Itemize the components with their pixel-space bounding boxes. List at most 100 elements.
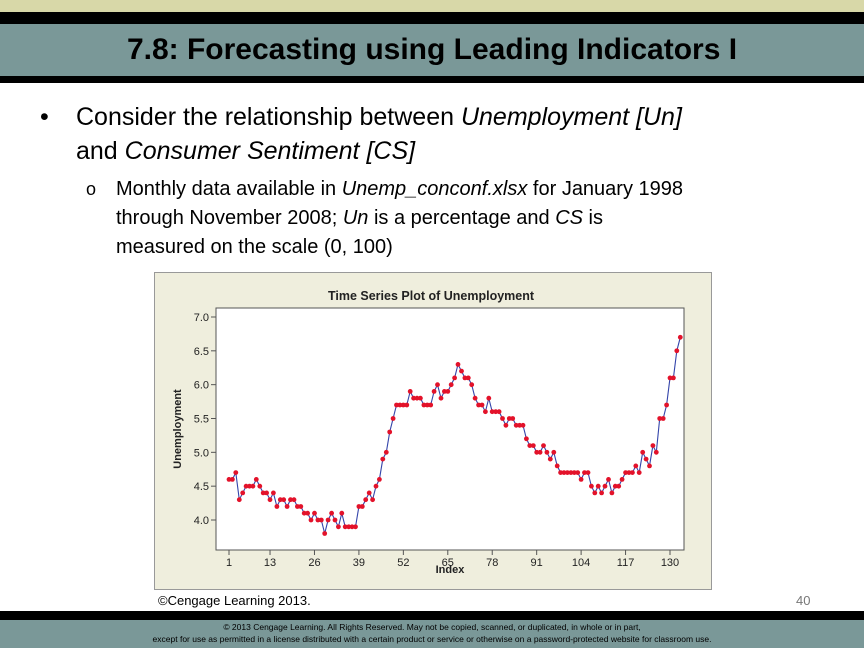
bullet1-text-1: Consider the relationship between (76, 103, 461, 131)
data-point (476, 402, 481, 408)
data-point (554, 463, 560, 469)
data-point (353, 524, 358, 530)
data-point (609, 490, 615, 496)
chart-title: Time Series Plot of Unemployment (328, 289, 535, 303)
data-point (589, 483, 594, 489)
data-point (510, 416, 516, 421)
slide-title: 7.8: Forecasting using Leading Indicator… (126, 33, 738, 66)
data-point (236, 497, 242, 503)
data-point (636, 470, 642, 475)
bottom-rule (0, 611, 864, 620)
data-point (616, 483, 622, 489)
data-point (322, 531, 328, 536)
data-point (640, 449, 646, 455)
data-point (489, 409, 495, 415)
data-point (383, 449, 389, 455)
data-point (619, 477, 625, 482)
footer-line-1: © 2013 Cengage Learning. All Rights Rese… (223, 622, 641, 632)
data-point (257, 483, 263, 489)
x-tick-label: 13 (264, 557, 276, 569)
data-point (438, 395, 444, 401)
data-point (424, 402, 430, 408)
data-point (267, 497, 273, 503)
data-point (660, 416, 666, 421)
data-point (435, 382, 440, 388)
data-point (459, 368, 464, 374)
data-point (295, 504, 300, 509)
credit-text: ©Cengage Learning 2013. (158, 593, 311, 608)
bullet2-text-4: through November 2008; (116, 207, 343, 229)
bullet1-text-3: and (76, 137, 125, 165)
data-point (643, 456, 649, 462)
data-point (667, 375, 673, 381)
data-point (657, 416, 663, 421)
data-point (664, 402, 669, 408)
data-point (400, 402, 406, 408)
data-point (602, 483, 608, 489)
data-point (595, 483, 601, 489)
data-point (575, 470, 581, 475)
data-point (544, 449, 550, 455)
data-point (332, 517, 338, 523)
data-point (582, 470, 587, 475)
data-point (520, 422, 526, 428)
data-point (469, 382, 475, 388)
bullet1-text-4: Consumer Sentiment [CS] (124, 137, 416, 165)
data-point (305, 510, 310, 516)
data-point (452, 375, 457, 381)
data-point (479, 402, 485, 408)
data-point (277, 497, 283, 503)
y-tick-label: 7.0 (194, 312, 209, 324)
data-point (418, 395, 423, 401)
data-point (496, 409, 502, 415)
data-point (281, 497, 287, 503)
data-point (298, 504, 304, 509)
data-point (465, 375, 471, 381)
data-point (346, 524, 352, 530)
data-point (264, 490, 269, 496)
data-point (380, 456, 386, 462)
x-axis-label: Index (436, 564, 466, 576)
data-point (250, 483, 256, 489)
bullet2-text-8: is (582, 207, 603, 229)
data-point (592, 490, 598, 496)
data-point (404, 402, 410, 408)
data-point (633, 463, 639, 469)
data-point (394, 402, 399, 408)
data-point (442, 389, 447, 394)
x-tick-label: 130 (661, 557, 679, 569)
axes: 1 13 26 39 52 65 78 91 104 117 130 4.0 4.5 5.0 5.5 6.0 6… (194, 312, 679, 569)
title-rule (0, 76, 864, 83)
data-point (407, 389, 413, 394)
data-point (677, 334, 683, 340)
x-tick-label: 52 (397, 557, 409, 569)
footer-bar (0, 620, 864, 648)
plot-area (215, 307, 685, 551)
data-point (230, 477, 235, 482)
data-point (524, 436, 529, 442)
data-point (503, 422, 509, 428)
bullet2-text-3: for January 1998 (527, 178, 684, 200)
data-point (370, 497, 375, 503)
data-point (240, 490, 246, 496)
data-point (329, 510, 334, 516)
bullet1-text-2: Unemployment [Un] (460, 103, 682, 131)
data-point (363, 497, 369, 503)
data-point (428, 402, 434, 408)
data-point (356, 504, 362, 509)
data-point (308, 517, 314, 523)
x-tick-label: 1 (226, 557, 232, 569)
bullet2-text-2: Unemp_conconf.xlsx (341, 178, 528, 200)
data-point (339, 510, 345, 516)
bullet-dot: • (40, 103, 49, 131)
data-point (530, 443, 536, 448)
data-point (483, 409, 488, 415)
data-point (390, 416, 396, 421)
data-point (653, 449, 659, 455)
data-point (445, 389, 451, 394)
y-tick-label: 6.5 (194, 346, 209, 358)
data-point (500, 416, 505, 421)
bullet-main-text: Consider the relationship between Unempl… (76, 100, 836, 168)
data-point (541, 443, 546, 448)
x-tick-label: 39 (353, 557, 365, 569)
